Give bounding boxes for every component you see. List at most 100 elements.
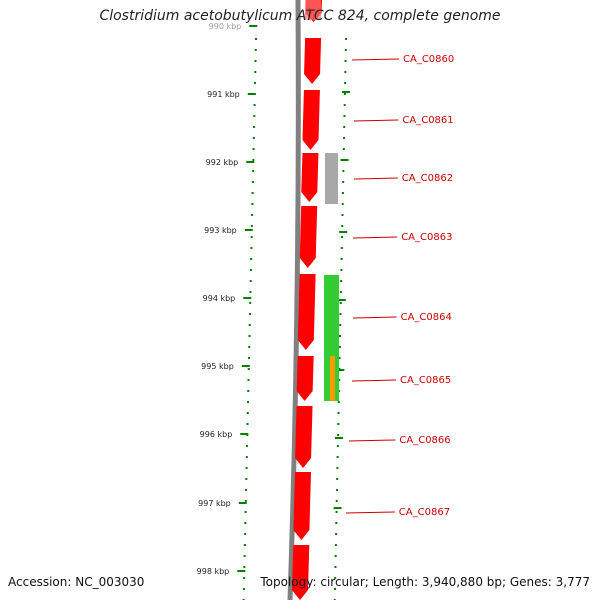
gene-leader-line: [351, 58, 400, 61]
scale-dot: [243, 566, 246, 568]
scale-dot: [242, 588, 245, 590]
scale-dot: [339, 291, 342, 293]
scale-dot: [335, 500, 338, 502]
scale-tick: [244, 229, 253, 231]
scale-tick: [336, 369, 345, 371]
scale-dot: [247, 390, 250, 392]
scale-tick-label: 998 kbp: [197, 567, 230, 576]
scale-tick: [249, 25, 258, 27]
scale-dot: [249, 291, 252, 293]
scale-dot: [246, 445, 249, 447]
scale-dot: [249, 280, 252, 282]
scale-dot: [339, 335, 342, 337]
scale-tick: [337, 299, 346, 301]
genome-summary-text: Topology: circular; Length: 3,940,880 bp…: [260, 575, 590, 589]
scale-dot: [245, 489, 248, 491]
scale-dot: [244, 511, 247, 513]
scale-dot: [243, 544, 246, 546]
scale-dot: [245, 456, 248, 458]
scale-dot: [334, 577, 337, 579]
scale-dot: [336, 445, 339, 447]
scale-dot: [343, 115, 346, 117]
scale-dot: [334, 588, 336, 590]
scale-dot: [342, 148, 345, 150]
scale-dot: [340, 258, 343, 260]
scale-tick: [246, 161, 255, 163]
cds-arrow: [295, 406, 313, 468]
scale-tick: [240, 433, 249, 435]
scale-dot: [251, 214, 254, 216]
scale-dot: [341, 225, 344, 227]
scale-tick: [341, 91, 350, 93]
scale-dot: [337, 412, 340, 414]
scale-dot: [341, 214, 344, 216]
gene-leader-line: [353, 119, 399, 122]
scale-dot: [335, 489, 338, 491]
scale-dot: [251, 181, 254, 183]
scale-dot: [337, 423, 340, 425]
gene-leader-line: [351, 379, 397, 382]
scale-dot: [254, 82, 257, 84]
scale-dot: [342, 170, 345, 172]
scale-dot: [252, 159, 255, 161]
scale-dot: [254, 49, 257, 51]
gene-label: CA_C0860: [403, 54, 454, 65]
scale-dot: [338, 379, 341, 381]
scale-dot: [245, 467, 248, 469]
scale-dot: [254, 60, 257, 62]
scale-dot: [243, 555, 246, 557]
scale-dot: [334, 544, 337, 546]
scale-dot: [244, 500, 247, 502]
scale-dot: [343, 137, 346, 139]
feature-block-orange: [330, 356, 335, 401]
scale-dot: [247, 379, 250, 381]
scale-dot: [244, 522, 247, 524]
scale-dot: [248, 313, 251, 315]
scale-tick-label: 994 kbp: [203, 294, 236, 303]
scale-dot: [252, 137, 255, 139]
scale-dot: [337, 434, 340, 436]
scale-dot: [252, 170, 255, 172]
map-title: Clostridium acetobutylicum ATCC 824, com…: [99, 8, 501, 24]
scale-tick: [237, 570, 246, 572]
scale-tick: [340, 159, 349, 161]
gene-leader-line: [352, 316, 397, 319]
scale-dot: [341, 203, 344, 205]
scale-dot: [335, 511, 338, 513]
gene-label: CA_C0867: [399, 507, 450, 518]
scale-tick-label: 997 kbp: [198, 499, 231, 508]
gene-label: CA_C0863: [401, 232, 452, 243]
scale-dot: [336, 478, 339, 480]
scale-tick-label: 993 kbp: [204, 226, 237, 235]
scale-dot: [251, 192, 254, 194]
scale-dot: [251, 203, 254, 205]
gene-leader-line: [345, 511, 395, 514]
scale-dot: [344, 49, 347, 51]
cds-arrow: [301, 153, 319, 202]
scale-dot: [337, 401, 340, 403]
backbone-arc: [287, 0, 301, 601]
scale-dot: [247, 401, 250, 403]
scale-dot: [253, 115, 256, 117]
scale-tick-label: 991 kbp: [207, 90, 240, 99]
gene-label: CA_C0866: [399, 435, 450, 446]
scale-dot: [339, 313, 342, 315]
cds-arrow: [293, 472, 311, 540]
scale-dot: [335, 522, 338, 524]
scale-tick: [238, 502, 247, 504]
scale-dot: [336, 456, 339, 458]
cds-arrow: [305, 0, 321, 20]
scale-tick-label: 995 kbp: [201, 362, 234, 371]
scale-dot: [249, 269, 252, 271]
scale-dot: [339, 302, 342, 304]
scale-tick: [243, 297, 252, 299]
scale-dot: [250, 258, 253, 260]
cds-arrow: [304, 38, 322, 84]
scale-dot: [344, 60, 347, 62]
scale-dot: [254, 71, 257, 73]
scale-dot: [246, 423, 249, 425]
scale-dot: [343, 104, 346, 106]
scale-dot: [341, 236, 344, 238]
